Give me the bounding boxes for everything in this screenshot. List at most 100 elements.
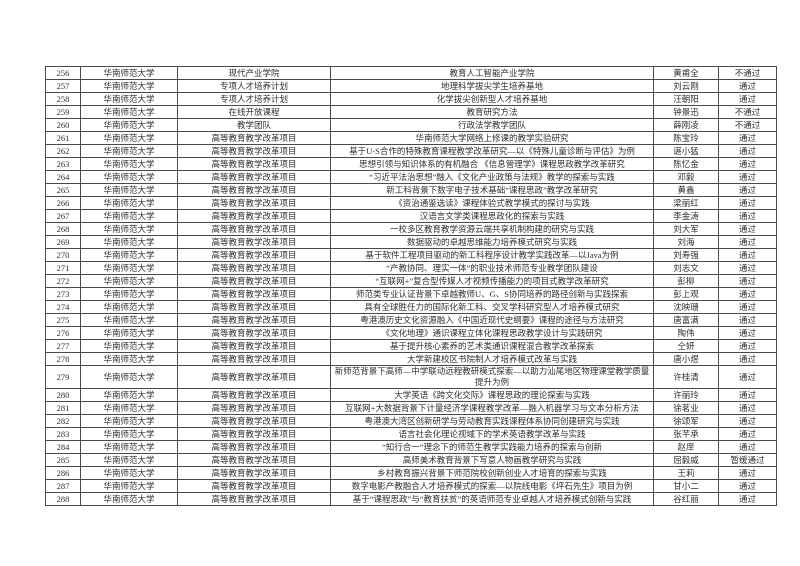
cell-project-type: 高等教育教学改革项目 [177, 427, 331, 441]
cell-project-type: 高等教育教学改革项目 [177, 339, 331, 353]
cell-university: 华南师范大学 [80, 479, 178, 493]
cell-project-title: 乡村教育振兴背景下师范院校创新创业人才培育的探索与实践 [330, 466, 654, 480]
cell-row-number: 268 [45, 222, 81, 236]
cell-university: 华南师范大学 [80, 274, 178, 288]
cell-result-status: 通过 [718, 414, 777, 428]
cell-project-title: 大学新建校区书院制人才培养模式改革与实践 [330, 352, 654, 366]
cell-row-number: 264 [45, 170, 81, 184]
cell-leader-name: 沈映珊 [653, 300, 719, 314]
cell-project-title: 思想引领与知识体系的有机融合 《信息管理学》课程思政教学改革研究 [330, 157, 654, 171]
cell-result-status: 不通过 [718, 105, 777, 119]
cell-leader-name: 赵庠 [653, 440, 719, 454]
cell-project-type: 高等教育教学改革项目 [177, 261, 331, 275]
cell-row-number: 276 [45, 326, 81, 340]
cell-row-number: 275 [45, 313, 81, 327]
table-row: 279 华南师范大学 高等教育教学改革项目 新师范背景下高师—中学联动远程教研模式探索… [45, 365, 777, 389]
cell-university: 华南师范大学 [80, 157, 178, 171]
cell-leader-name: 张芊承 [653, 427, 719, 441]
cell-leader-name: 谷红丽 [653, 492, 719, 506]
cell-leader-name: 仝妍 [653, 339, 719, 353]
cell-leader-name: 陈宝玲 [653, 131, 719, 145]
cell-project-type: 高等教育教学改革项目 [177, 365, 331, 389]
table-row: 282 华南师范大学 高等教育教学改革项目 粤港澳大湾区创新研学与劳动教育实践课程体系… [45, 414, 777, 428]
cell-result-status: 通过 [718, 222, 777, 236]
cell-row-number: 280 [45, 388, 81, 402]
cell-result-status: 通过 [718, 170, 777, 184]
table-row: 276 华南师范大学 高等教育教学改革项目 《文化地理》通识课程立体化课程思政教学设计… [45, 326, 777, 340]
cell-result-status: 通过 [718, 388, 777, 402]
cell-result-status: 通过 [718, 261, 777, 275]
cell-row-number: 287 [45, 479, 81, 493]
cell-leader-name: 刘海 [653, 235, 719, 249]
cell-project-title: 基于U-S合作的特殊教育课程教学改革研究—以《特殊儿童诊断与评估》为例 [330, 144, 654, 158]
cell-project-title: 化学拔尖创新型人才培养基地 [330, 92, 654, 106]
cell-university: 华南师范大学 [80, 365, 178, 389]
cell-result-status: 通过 [718, 313, 777, 327]
cell-leader-name: 黄鑫 [653, 183, 719, 197]
cell-project-title: 粤港澳历史文化资源融入《中国近现代史纲要》课程的途径与方法研究 [330, 313, 654, 327]
cell-row-number: 283 [45, 427, 81, 441]
cell-leader-name: 谌小猛 [653, 144, 719, 158]
cell-result-status: 通过 [718, 440, 777, 454]
cell-project-type: 高等教育教学改革项目 [177, 235, 331, 249]
cell-leader-name: 李金涛 [653, 209, 719, 223]
cell-result-status: 通过 [718, 287, 777, 301]
table-row: 266 华南师范大学 高等教育教学改革项目 《资治通鉴选读》课程体验式教学模式的探讨与… [45, 196, 777, 210]
cell-result-status: 通过 [718, 157, 777, 171]
cell-project-type: 高等教育教学改革项目 [177, 157, 331, 171]
cell-project-type: 高等教育教学改革项目 [177, 209, 331, 223]
cell-university: 华南师范大学 [80, 209, 178, 223]
cell-project-type: 高等教育教学改革项目 [177, 144, 331, 158]
cell-university: 华南师范大学 [80, 313, 178, 327]
cell-leader-name: 甘小二 [653, 479, 719, 493]
cell-project-title: 一校多区教育教学资源云端共享机制构建的研究与实践 [330, 222, 654, 236]
cell-project-type: 教学团队 [177, 118, 331, 132]
cell-result-status: 通过 [718, 274, 777, 288]
cell-leader-name: 彭上观 [653, 287, 719, 301]
cell-university: 华南师范大学 [80, 427, 178, 441]
table-row: 258 华南师范大学 专项人才培养计划 化学拔尖创新型人才培养基地 汪朝阳 通过 [45, 92, 777, 106]
cell-result-status: 通过 [718, 352, 777, 366]
cell-row-number: 277 [45, 339, 81, 353]
cell-project-type: 高等教育教学改革项目 [177, 414, 331, 428]
results-table-body: 256 华南师范大学 现代产业学院 教育人工智能产业学院 黄甫全 不通过 257 华南师范大学… [45, 66, 777, 506]
cell-project-type: 专项人才培养计划 [177, 79, 331, 93]
cell-project-title: 数字电影产教融合人才培养模式的探索—以院线电影《坪石先生》项目为例 [330, 479, 654, 493]
cell-university: 华南师范大学 [80, 248, 178, 262]
cell-university: 华南师范大学 [80, 196, 178, 210]
cell-project-type: 高等教育教学改革项目 [177, 222, 331, 236]
cell-leader-name: 钟景迅 [653, 105, 719, 119]
cell-project-title: 汉语言文学类课程思政化的探索与实践 [330, 209, 654, 223]
cell-result-status: 不通过 [718, 118, 777, 132]
table-row: 272 华南师范大学 高等教育教学改革项目 “互联网+”复合型传媒人才视频传播能力的项… [45, 274, 777, 288]
cell-project-title: 《文化地理》通识课程立体化课程思政教学设计与实践研究 [330, 326, 654, 340]
cell-university: 华南师范大学 [80, 261, 178, 275]
cell-leader-name: 邓毅 [653, 170, 719, 184]
cell-university: 华南师范大学 [80, 466, 178, 480]
cell-result-status: 通过 [718, 466, 777, 480]
cell-leader-name: 屈毅威 [653, 453, 719, 467]
table-row: 269 华南师范大学 高等教育教学改革项目 数据驱动的卓越思维能力培养模式研究与实践刘… [45, 235, 777, 249]
cell-university: 华南师范大学 [80, 92, 178, 106]
cell-project-title: 基于软件工程项目驱动的新工科程序设计教学实践改革—以Java为例 [330, 248, 654, 262]
table-row: 265 华南师范大学 高等教育教学改革项目 新工科背景下数字电子技术基础“课程思政”教… [45, 183, 777, 197]
table-row: 262 华南师范大学 高等教育教学改革项目 基于U-S合作的特殊教育课程教学改革研究—… [45, 144, 777, 158]
cell-leader-name: 彭柳 [653, 274, 719, 288]
table-row: 287 华南师范大学 高等教育教学改革项目 数字电影产教融合人才培养模式的探索—以院线… [45, 479, 777, 493]
cell-result-status: 不通过 [718, 66, 777, 80]
cell-project-title: 《资治通鉴选读》课程体验式教学模式的探讨与实践 [330, 196, 654, 210]
cell-leader-name: 梁丽红 [653, 196, 719, 210]
table-row: 268 华南师范大学 高等教育教学改革项目 一校多区教育教学资源云端共享机制构建的研究… [45, 222, 777, 236]
cell-row-number: 271 [45, 261, 81, 275]
cell-project-type: 高等教育教学改革项目 [177, 466, 331, 480]
cell-result-status: 通过 [718, 92, 777, 106]
cell-row-number: 272 [45, 274, 81, 288]
cell-row-number: 282 [45, 414, 81, 428]
cell-university: 华南师范大学 [80, 414, 178, 428]
cell-row-number: 260 [45, 118, 81, 132]
cell-project-title: 粤港澳大湾区创新研学与劳动教育实践课程体系协同创建研究与实践 [330, 414, 654, 428]
cell-result-status: 通过 [718, 339, 777, 353]
cell-university: 华南师范大学 [80, 105, 178, 119]
cell-row-number: 285 [45, 453, 81, 467]
table-row: 260 华南师范大学 教学团队 行政法学教学团队 薛刚凌 不通过 [45, 118, 777, 132]
